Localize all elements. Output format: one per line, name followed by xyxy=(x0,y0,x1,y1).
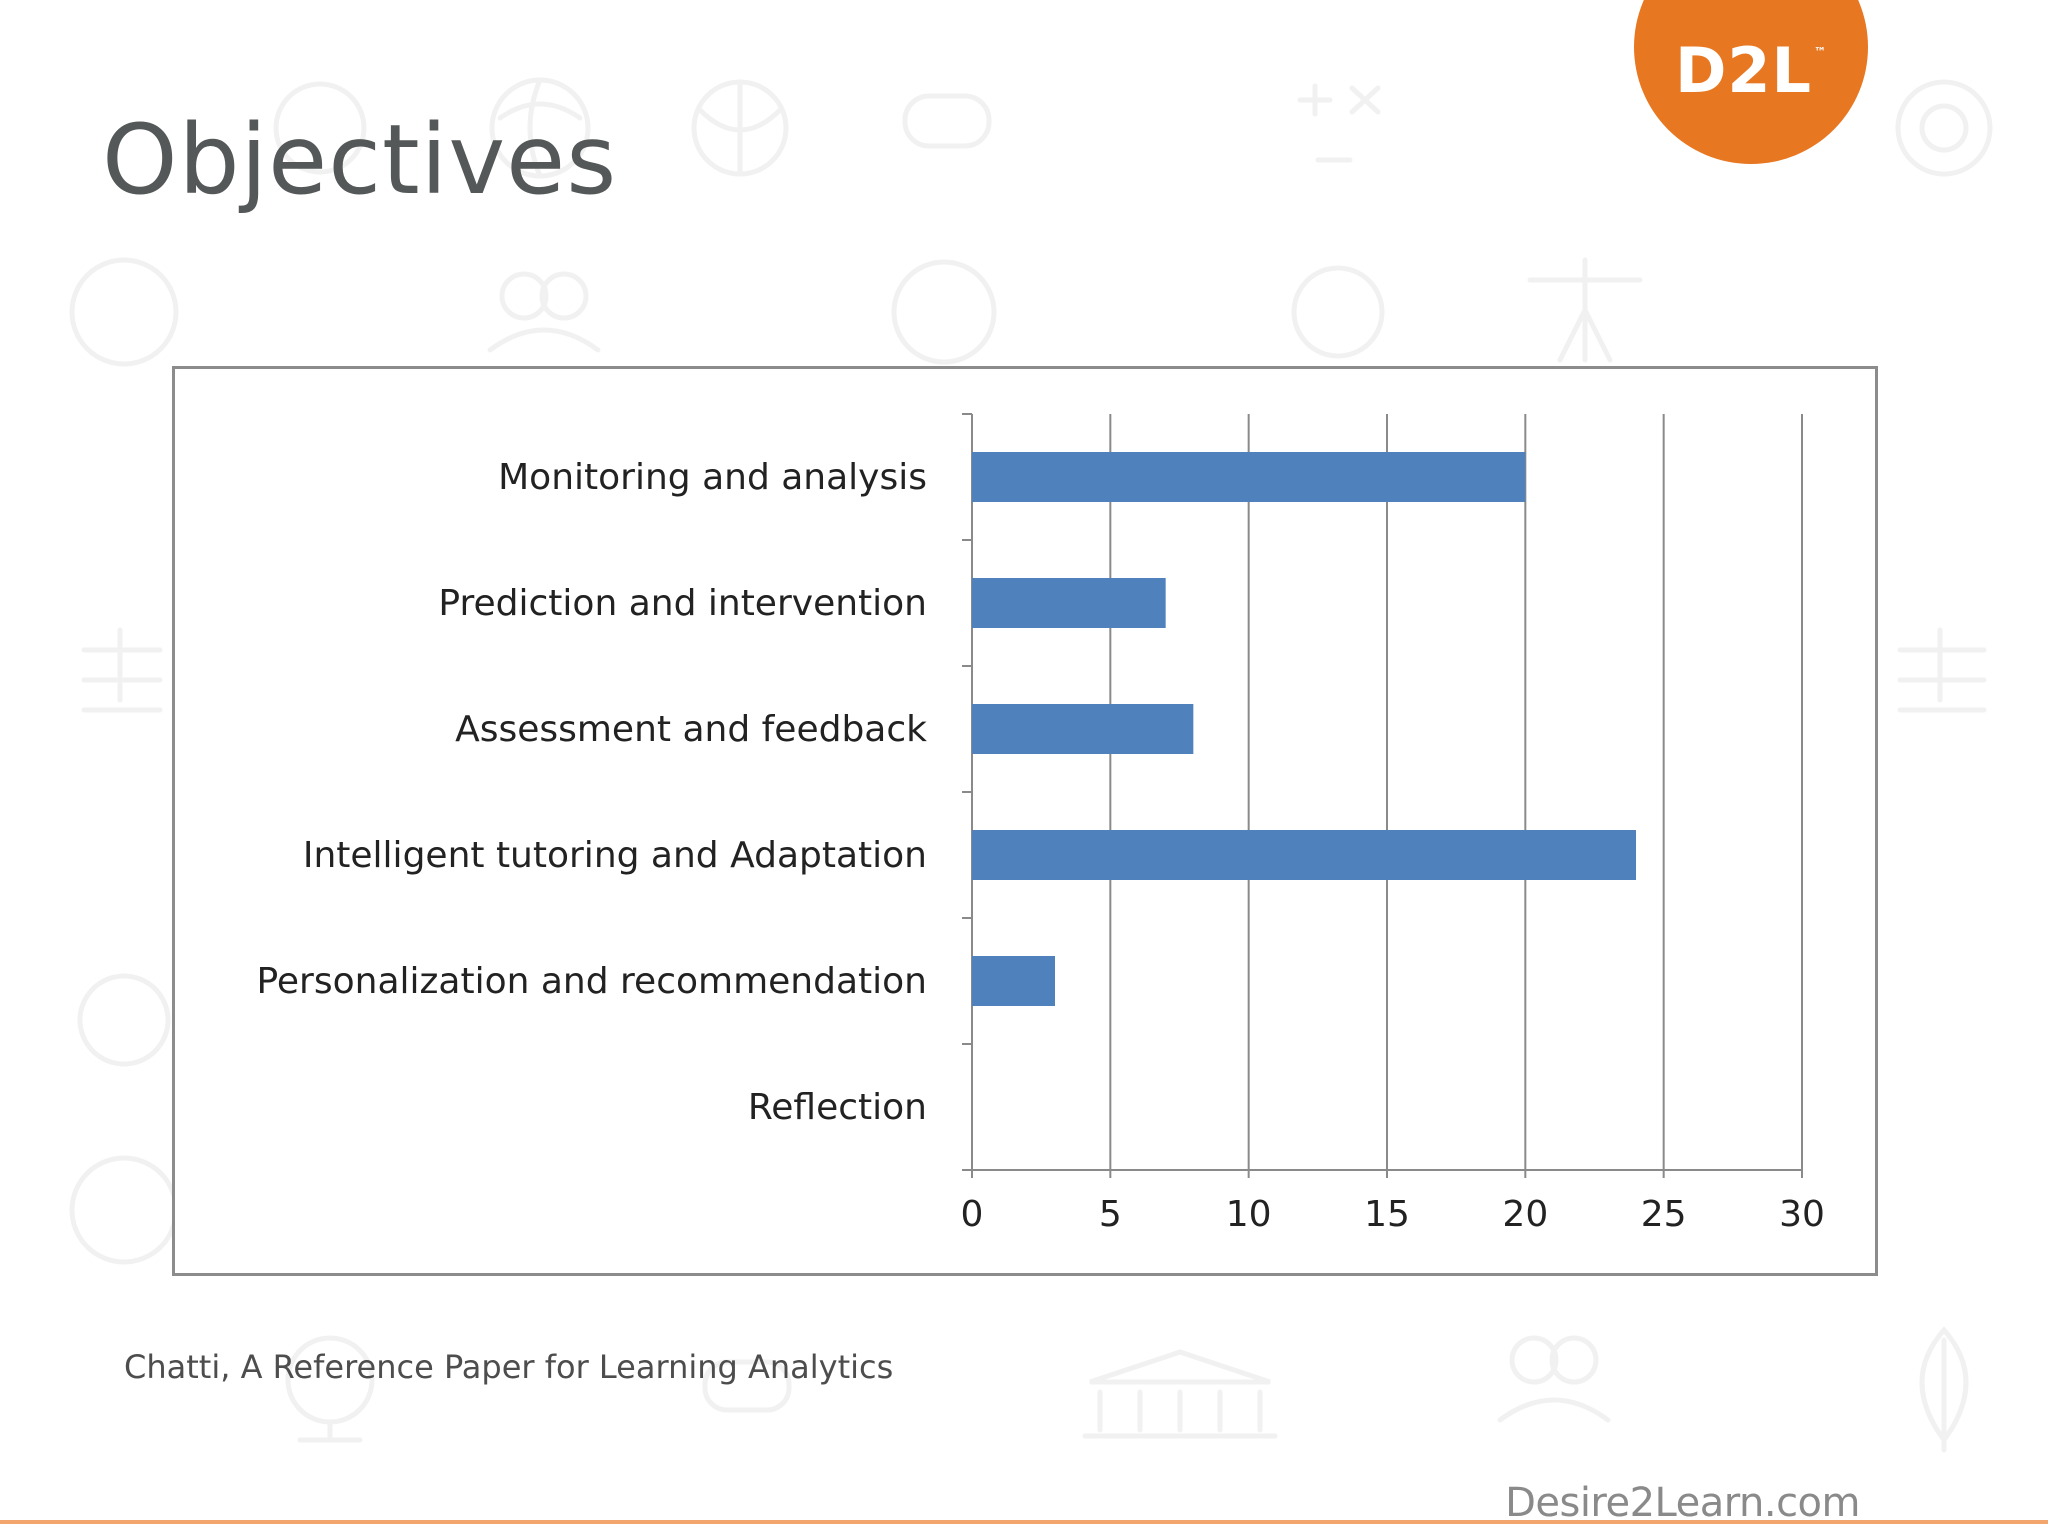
category-label-4: Personalization and recommendation xyxy=(256,961,927,1002)
bar-3 xyxy=(972,830,1636,880)
x-tick-label-2: 10 xyxy=(1226,1194,1272,1235)
tree-icon-left xyxy=(69,1155,179,1265)
footer-divider xyxy=(0,1520,2048,1524)
bar-0 xyxy=(972,452,1526,502)
target-icon xyxy=(1895,79,1993,177)
chat-bubble-icon xyxy=(902,93,992,149)
category-label-1: Prediction and intervention xyxy=(438,583,927,624)
footer-url: Desire2Learn.com xyxy=(1505,1480,1860,1526)
category-label-0: Monitoring and analysis xyxy=(498,457,927,498)
target-icon-inner xyxy=(1919,103,1969,153)
category-label-3: Intelligent tutoring and Adaptation xyxy=(303,835,927,876)
bar-2 xyxy=(972,704,1194,754)
x-tick-label-1: 5 xyxy=(1099,1194,1122,1235)
music-icon xyxy=(81,627,163,713)
x-tick-label-3: 15 xyxy=(1364,1194,1410,1235)
people-icon-body xyxy=(487,327,601,353)
logo-wordmark: D2L xyxy=(1674,34,1813,107)
slide-title: Objectives xyxy=(102,104,618,216)
category-label-2: Assessment and feedback xyxy=(455,709,927,750)
tree-icon xyxy=(69,257,179,367)
target-icon-left xyxy=(77,973,171,1067)
chart-frame: 0 5 10 15 20 25 30 Monitoring and analysis Predi… xyxy=(172,366,1878,1276)
bar-chart: 0 5 10 15 20 25 30 Monitoring and analysis Predi… xyxy=(256,413,1825,1235)
music-icon-right xyxy=(1897,627,1987,713)
source-caption: Chatti, A Reference Paper for Learning A… xyxy=(124,1348,894,1386)
people-icon-a xyxy=(499,271,549,321)
chat-bubble-icon-bottom xyxy=(702,1359,792,1413)
world-icon xyxy=(1291,265,1385,359)
globe-icon-meridian xyxy=(497,77,583,179)
globe-stand-base xyxy=(297,1419,363,1443)
basketball-icon-lines xyxy=(697,79,783,177)
people-icon-bottom-body xyxy=(1497,1397,1611,1423)
globe-hand-icon xyxy=(891,259,997,365)
bar-4 xyxy=(972,956,1055,1006)
x-tick-label-4: 20 xyxy=(1502,1194,1548,1235)
people-icon-bottom-a xyxy=(1509,1335,1559,1385)
knot-icon xyxy=(273,81,367,175)
bar-1 xyxy=(972,578,1166,628)
people-icon-b xyxy=(539,271,589,321)
category-label-5: Reflection xyxy=(748,1087,927,1128)
people-icon-bottom-b xyxy=(1549,1335,1599,1385)
d2l-logo-text: D2L ™ xyxy=(1634,40,1868,102)
leaf-icon xyxy=(1919,1326,1969,1453)
figure-icon xyxy=(1527,257,1643,363)
x-tick-label-6: 30 xyxy=(1779,1194,1825,1235)
logo-trademark: ™ xyxy=(1814,45,1828,59)
x-tick-label-5: 25 xyxy=(1641,1194,1687,1235)
museum-icon xyxy=(1082,1349,1278,1439)
math-symbols-icon xyxy=(1297,83,1381,163)
x-tick-label-0: 0 xyxy=(961,1194,984,1235)
